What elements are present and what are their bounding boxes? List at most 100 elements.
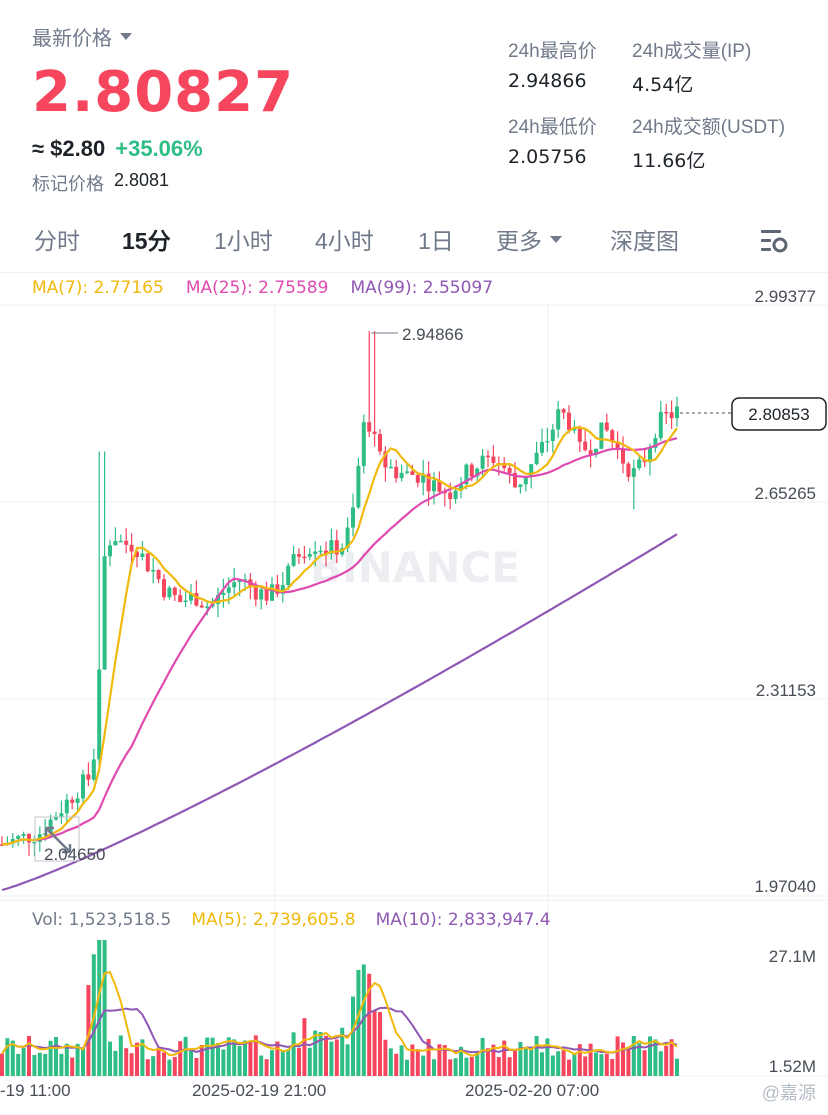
volume-bar bbox=[340, 1027, 345, 1076]
candle-body bbox=[577, 428, 582, 442]
volume-bar bbox=[567, 1059, 571, 1076]
candle-body bbox=[259, 589, 264, 600]
volume-bar bbox=[415, 1049, 420, 1076]
volume-bar bbox=[378, 1012, 382, 1076]
tab-15m[interactable]: 15分 bbox=[122, 222, 171, 256]
candle-body bbox=[297, 554, 301, 557]
volume-bar bbox=[469, 1056, 474, 1076]
volume-bar bbox=[318, 1032, 323, 1076]
candle-body bbox=[459, 484, 463, 491]
volume-ma10-legend: MA(10): 2,833,947.4 bbox=[375, 910, 551, 930]
candle-body bbox=[156, 569, 161, 580]
tab-depth-chart[interactable]: 深度图 bbox=[610, 222, 679, 256]
volume-bar bbox=[561, 1050, 566, 1076]
volume-24h-value: 4.54亿 bbox=[632, 74, 694, 96]
volume-bar bbox=[648, 1036, 652, 1076]
high-24h-value: 2.94866 bbox=[508, 70, 587, 92]
volume-bar bbox=[16, 1053, 21, 1076]
usd-row: ≈ $2.80 +35.06% bbox=[32, 136, 203, 162]
latest-price-label[interactable]: 最新价格 bbox=[32, 22, 132, 51]
tab-label: 4小时 bbox=[315, 228, 374, 254]
candle-body bbox=[361, 422, 366, 466]
volume-bar bbox=[658, 1051, 663, 1076]
candle-body bbox=[556, 409, 561, 430]
volume-bar bbox=[572, 1053, 577, 1076]
candle-body bbox=[464, 464, 469, 485]
time-axis-label: 2025-02-20 07:00 bbox=[465, 1081, 599, 1100]
candle-body bbox=[318, 550, 323, 553]
mark-price-row: 标记价格 2.8081 bbox=[32, 170, 169, 196]
ma99-line bbox=[1, 533, 678, 892]
mark-price-label: 标记价格 bbox=[32, 174, 104, 194]
price-axis-tick: 2.65265 bbox=[755, 484, 816, 503]
candle-body bbox=[162, 579, 166, 598]
tab-label: 1日 bbox=[418, 228, 454, 254]
volume-bar bbox=[577, 1044, 582, 1076]
volume-bar bbox=[189, 1050, 193, 1076]
tab-label: 更多 bbox=[496, 228, 542, 254]
candle-body bbox=[507, 468, 512, 473]
candle-body bbox=[205, 606, 210, 609]
candle-body bbox=[334, 540, 339, 555]
volume-bar bbox=[75, 1043, 80, 1076]
current-price-tag-box[interactable] bbox=[731, 397, 827, 431]
candle-body bbox=[437, 480, 442, 492]
candle-body bbox=[658, 411, 663, 439]
volume-bar bbox=[194, 1058, 199, 1076]
candle-body bbox=[151, 569, 156, 572]
volume-bar bbox=[232, 1039, 237, 1076]
candle-body bbox=[172, 587, 177, 596]
candle-body bbox=[550, 429, 555, 442]
volume-bar bbox=[372, 1010, 377, 1076]
candle-body bbox=[432, 480, 436, 492]
candle-body bbox=[421, 473, 426, 483]
candle-body bbox=[480, 455, 485, 469]
volume-bar bbox=[145, 1059, 150, 1076]
volume-bar bbox=[124, 1048, 129, 1076]
volume-bar bbox=[205, 1037, 210, 1076]
volume-bar bbox=[334, 1039, 339, 1076]
candle-body bbox=[540, 442, 544, 453]
candle-body bbox=[48, 819, 53, 834]
candle-body bbox=[108, 545, 112, 557]
candle-body bbox=[118, 540, 123, 543]
volume-bar bbox=[178, 1041, 183, 1076]
volume-bar bbox=[626, 1047, 631, 1076]
volume-bar bbox=[302, 1018, 307, 1076]
candle-body bbox=[594, 448, 598, 455]
chart-settings-icon[interactable] bbox=[760, 228, 788, 254]
candle-body bbox=[637, 459, 642, 469]
volume-bar bbox=[286, 1049, 291, 1076]
volume-bar bbox=[637, 1043, 642, 1076]
candle-body bbox=[653, 438, 658, 448]
current-price-tag: 2.80853 bbox=[748, 405, 809, 424]
candle-body bbox=[572, 428, 577, 431]
tab-time-share[interactable]: 分时 bbox=[34, 222, 80, 256]
change-percent: +35.06% bbox=[115, 136, 203, 161]
candle-body bbox=[54, 817, 58, 820]
tab-1d[interactable]: 1日 bbox=[418, 222, 454, 256]
turnover-24h-value: 11.66亿 bbox=[632, 150, 706, 172]
tab-label: 深度图 bbox=[610, 228, 679, 254]
candle-body bbox=[410, 471, 415, 475]
volume-legend: Vol: 1,523,518.5 MA(5): 2,739,605.8 MA(1… bbox=[32, 910, 551, 930]
volume-bar bbox=[459, 1046, 463, 1076]
mark-price-value: 2.8081 bbox=[114, 170, 170, 190]
candle-body bbox=[167, 587, 172, 598]
volume-bar bbox=[183, 1036, 188, 1076]
candle-body bbox=[280, 585, 285, 594]
volume-bar bbox=[399, 1045, 404, 1076]
candle-body bbox=[345, 527, 350, 549]
chart-grid bbox=[0, 304, 828, 1077]
candle-body bbox=[664, 411, 669, 414]
tab-more[interactable]: 更多 bbox=[496, 222, 562, 256]
volume-bar bbox=[275, 1041, 280, 1076]
volume-bar bbox=[280, 1050, 285, 1076]
tab-4h[interactable]: 4小时 bbox=[315, 222, 374, 256]
volume-bar bbox=[129, 1053, 134, 1076]
candle-body bbox=[221, 592, 226, 595]
candle-body bbox=[0, 844, 4, 846]
tab-1h[interactable]: 1小时 bbox=[214, 222, 273, 256]
volume-24h-label: 24h成交量(IP) bbox=[632, 41, 752, 62]
